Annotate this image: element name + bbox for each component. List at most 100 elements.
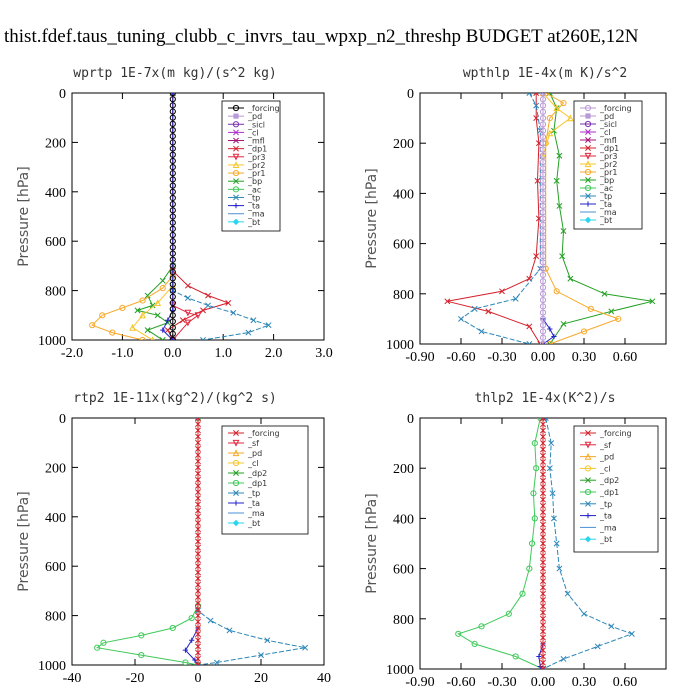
series-point-pr1 xyxy=(99,312,106,319)
forcing-marker xyxy=(539,158,547,166)
legend-label: _bt xyxy=(247,519,260,528)
forcing-marker xyxy=(169,318,176,325)
legend-marker xyxy=(584,184,592,192)
forcing-marker xyxy=(195,618,201,625)
series-point-bp xyxy=(553,177,560,184)
series-point-tp xyxy=(560,656,567,662)
series-point-dp1 xyxy=(455,630,462,637)
forcing-marker xyxy=(169,287,176,294)
series-point-tp xyxy=(230,309,237,316)
series-point-pr1 xyxy=(560,99,567,107)
y-tick-label: 800 xyxy=(393,613,414,628)
series-point-dp1 xyxy=(478,623,485,630)
legend-marker xyxy=(584,104,592,112)
x-tick-label: 20 xyxy=(254,671,268,686)
series-point-dp1 xyxy=(526,565,533,572)
series-point-ta xyxy=(551,333,557,340)
legend-marker xyxy=(584,465,592,472)
forcing-marker xyxy=(169,139,176,146)
forcing-marker xyxy=(540,458,546,465)
forcing-marker xyxy=(195,550,201,557)
forcing-marker xyxy=(540,427,546,434)
forcing-marker xyxy=(169,126,176,134)
series-point-pr1 xyxy=(615,315,622,322)
legend-marker xyxy=(232,479,240,487)
y-tick-label: 1000 xyxy=(386,338,414,353)
series-point-pr3 xyxy=(184,309,192,317)
forcing-marker xyxy=(539,296,547,304)
legend: _forcing_pd_sicl_cl_mfl_dp1_pr3_pr2_pr1_… xyxy=(573,100,643,230)
x-tick-label: -0.30 xyxy=(487,675,516,690)
forcing-marker xyxy=(195,501,201,508)
forcing-marker xyxy=(540,597,546,603)
forcing-marker xyxy=(539,234,547,241)
y-tick-label: 0 xyxy=(59,87,66,102)
forcing-marker xyxy=(540,534,546,541)
series-point-bp xyxy=(559,253,566,260)
series-line-dp1 xyxy=(447,93,541,344)
panel-title: wpthlp 1E-4x(m K)/s^2 xyxy=(463,66,627,81)
y-tick-label: 0 xyxy=(59,412,66,427)
forcing-marker xyxy=(169,145,176,152)
y-tick-label: 600 xyxy=(45,235,66,250)
forcing-marker xyxy=(540,615,546,622)
forcing-marker xyxy=(195,538,201,545)
y-tick-label: 200 xyxy=(45,461,66,476)
forcing-marker xyxy=(169,96,176,103)
forcing-marker xyxy=(195,600,201,607)
series-line-dp1 xyxy=(95,418,199,665)
forcing-marker xyxy=(539,202,547,210)
legend-marker xyxy=(233,430,239,436)
series-point-dp1 xyxy=(530,490,537,497)
forcing-marker xyxy=(540,559,546,566)
forcing-marker xyxy=(540,634,546,641)
legend-marker xyxy=(232,519,240,527)
forcing-marker xyxy=(539,334,547,341)
forcing-marker xyxy=(195,631,201,638)
series-point-dp1 xyxy=(205,292,212,299)
series-point-dp1 xyxy=(533,93,540,96)
series-point-tp xyxy=(526,341,533,344)
forcing-marker xyxy=(195,470,201,477)
series-point-tp xyxy=(594,643,601,650)
forcing-marker xyxy=(195,569,201,576)
forcing-marker xyxy=(539,133,547,141)
series-point-ta xyxy=(182,647,188,653)
legend-marker xyxy=(232,161,240,169)
series-point-dp1 xyxy=(519,590,526,597)
forcing-marker xyxy=(540,465,546,472)
series-line-ta xyxy=(542,93,555,344)
legend-marker xyxy=(233,145,239,152)
forcing-marker xyxy=(540,484,546,490)
y-axis-label: Pressure [hPa] xyxy=(364,493,380,593)
legend-marker xyxy=(233,194,239,201)
legend-label: _ta xyxy=(247,499,260,508)
series-point-bp xyxy=(159,337,166,340)
y-tick-label: 800 xyxy=(45,610,66,625)
forcing-marker xyxy=(540,540,546,547)
forcing-marker xyxy=(169,281,176,288)
legend-label: _bt xyxy=(599,535,612,544)
series-line-dp1 xyxy=(167,93,230,340)
forcing-marker xyxy=(169,114,176,121)
legend-label: _forcing xyxy=(599,104,632,113)
forcing-marker xyxy=(195,482,201,489)
series-group xyxy=(89,93,272,340)
legend-marker xyxy=(233,129,239,136)
forcing-marker xyxy=(169,133,176,140)
legend: _forcing_pd_sicl_cl_mfl_dp1_pr3_pr2_pr1_… xyxy=(221,100,281,232)
series-point-tp xyxy=(184,295,191,301)
legend-marker xyxy=(585,477,591,484)
forcing-marker xyxy=(540,584,546,591)
legend-marker xyxy=(232,104,240,112)
forcing-marker xyxy=(169,188,176,195)
series-point-pr3 xyxy=(194,312,202,320)
legend-label: _bt xyxy=(247,218,260,227)
legend-label: _bp xyxy=(247,177,262,186)
legend-marker xyxy=(232,449,240,457)
legend-marker xyxy=(584,120,592,128)
forcing-marker xyxy=(195,458,201,465)
forcing-marker xyxy=(195,557,201,563)
series-point-dp1 xyxy=(200,307,206,314)
forcing-marker xyxy=(169,336,176,340)
